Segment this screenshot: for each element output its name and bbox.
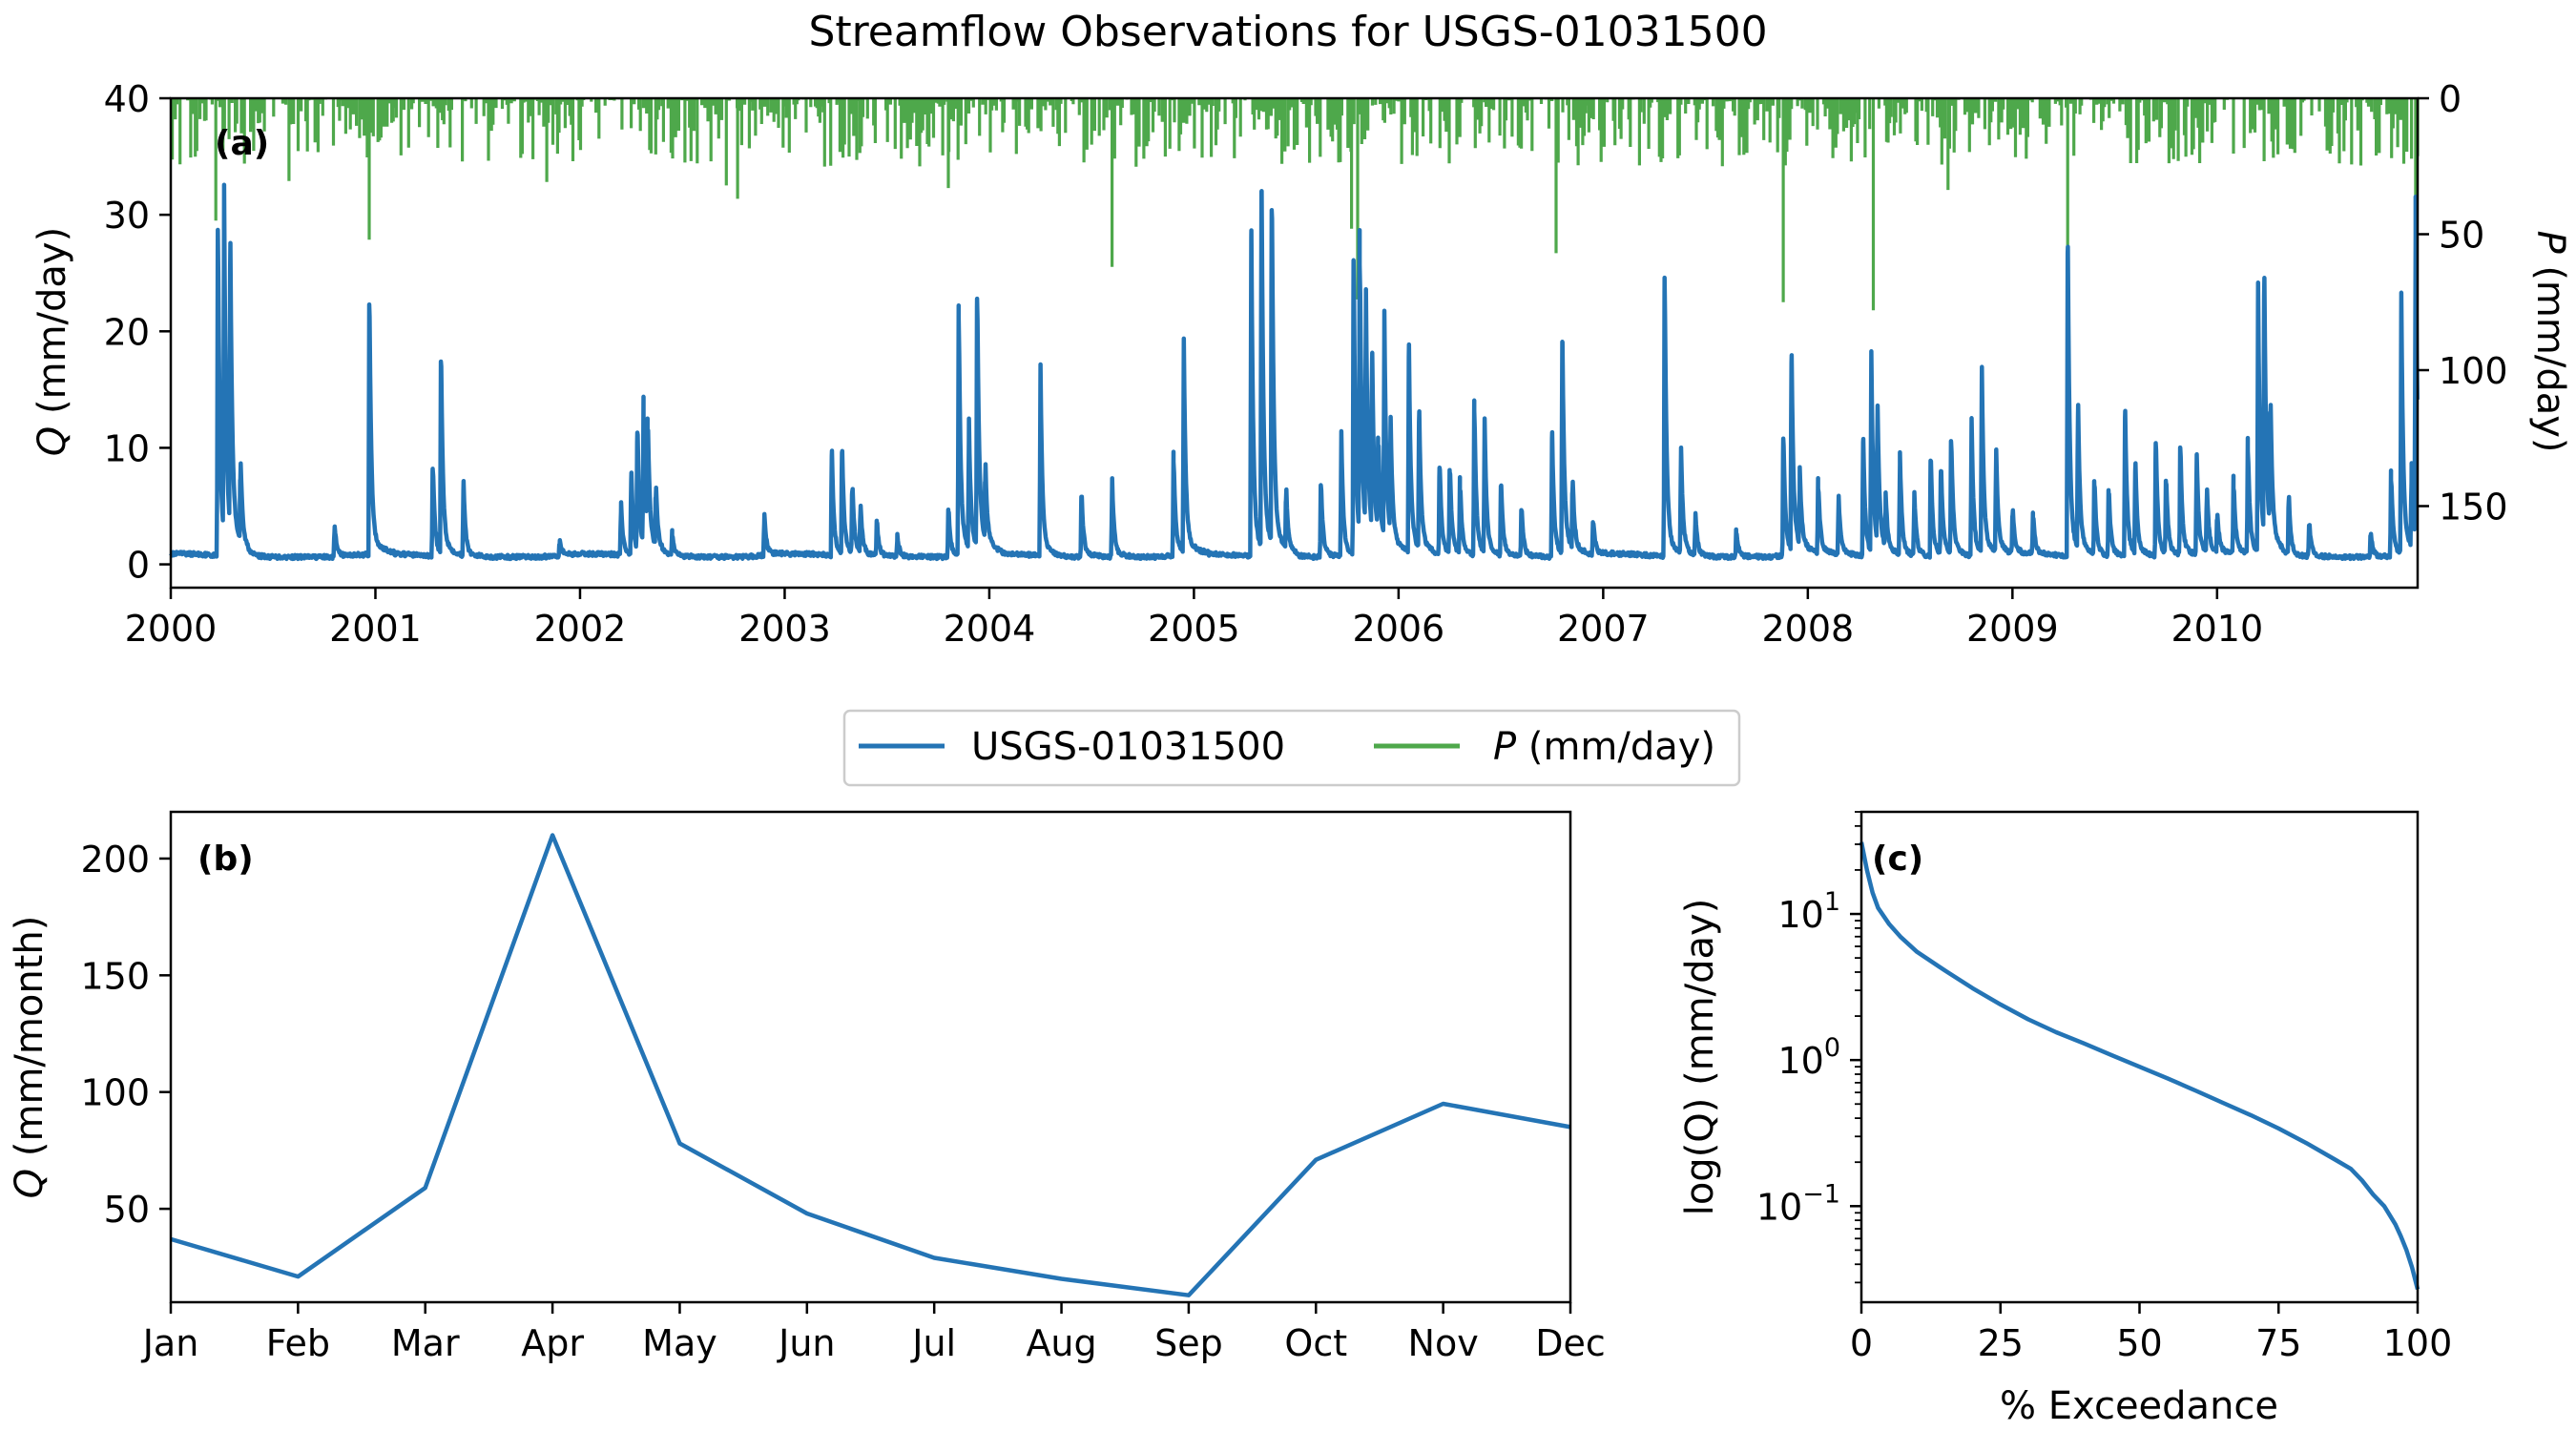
legend-label-streamflow: USGS-01031500 [971,725,1285,769]
figure-title: Streamflow Observations for USGS-0103150… [808,8,1767,56]
panel-b: Jan Feb Mar Apr May Jun Jul Aug Sep Oct Nov Dec 50 1… [8,810,1606,1364]
monthly-flow-line [170,833,1571,1297]
panel-a-frame [169,96,2420,590]
y2-tick-label-a: 100 [2439,350,2508,392]
panel-c-x-axis: 0 25 50 75 100 [1850,1302,2452,1364]
x-tick-label-c: 25 [1978,1322,2024,1364]
panel-b-label: (b) [197,840,254,879]
x-tick-label-b: Apr [521,1322,584,1364]
panel-c-xlabel: % Exceedance [2000,1384,2278,1428]
y-tick-label-a: 0 [127,545,150,587]
x-tick-label-a: 2008 [1761,608,1854,650]
x-tick-label-b: Jul [910,1322,956,1364]
x-tick-label-b: Mar [391,1322,460,1364]
y-tick-label-c: 10−1 [1756,1179,1840,1228]
x-tick-label-a: 2010 [2171,608,2263,650]
panel-a: 2000 2001 2002 2003 2004 2005 2006 2007 2008 2009… [31,78,2572,650]
precip-series [171,98,2420,311]
x-tick-label-a: 2009 [1966,608,2059,650]
panel-c-label: (c) [1872,840,1923,879]
x-tick-label-a: 2005 [1148,608,1240,650]
x-tick-label-b: May [642,1322,717,1364]
x-tick-label-a: 2000 [125,608,218,650]
y2-tick-label-a: 50 [2439,215,2484,257]
panel-b-x-axis: Jan Feb Mar Apr May Jun Jul Aug Sep Oct Nov Dec [141,1302,1606,1364]
panel-b-frame [169,810,1572,1304]
legend-box [842,709,1741,787]
y-tick-label-a: 40 [104,78,150,120]
panel-a-label: (a) [215,124,269,163]
y-tick-label-c: 100 [1777,1033,1840,1082]
streamflow-line-a [169,182,2420,562]
panel-c-frame [1859,810,2420,1304]
panel-a-y2label: P (mm/day) [2528,230,2572,452]
legend-label-precip: P (mm/day) [1493,725,1715,769]
y-tick-label-c: 101 [1777,887,1840,936]
x-tick-label-b: Nov [1408,1322,1479,1364]
panel-c-ylabel: log(Q) (mm/day) [1678,899,1722,1216]
x-tick-label-c: 100 [2383,1322,2453,1364]
panel-b-y-axis: 50 100 150 200 [80,839,171,1231]
x-tick-label-b: Dec [1535,1322,1606,1364]
x-tick-label-a: 2004 [944,608,1036,650]
y-tick-label-b: 200 [80,839,150,881]
panel-b-ylabel: Q (mm/month) [8,916,52,1199]
x-tick-label-a: 2001 [329,608,422,650]
flow-duration-curve [1859,841,2420,1290]
precip-bars [171,98,2420,311]
x-tick-label-b: Aug [1026,1322,1096,1364]
legend: USGS-01031500 P (mm/day) [842,709,1741,787]
panel-a-y2-axis: 0 50 100 150 [2418,78,2508,529]
panel-a-ylabel: Q (mm/day) [31,227,74,456]
y-tick-label-b: 50 [104,1189,150,1231]
y-tick-label-a: 30 [104,195,150,237]
y-tick-label-b: 150 [80,955,150,997]
panel-a-x-axis: 2000 2001 2002 2003 2004 2005 2006 2007 2008 2009… [125,588,2263,650]
x-tick-label-c: 0 [1850,1322,1873,1364]
x-tick-label-a: 2006 [1353,608,1445,650]
panel-c: 0 25 50 75 100 101 100 10−1 (c) log(Q) (mm/day… [1678,810,2452,1428]
y-tick-label-b: 100 [80,1072,150,1114]
x-tick-label-c: 75 [2255,1322,2301,1364]
x-tick-label-a: 2003 [738,608,831,650]
x-tick-label-a: 2002 [534,608,627,650]
x-tick-label-b: Sep [1154,1322,1223,1364]
x-tick-label-b: Oct [1284,1322,1347,1364]
panel-a-y-axis: 0 10 20 30 40 [104,78,171,587]
y-tick-label-a: 10 [104,427,150,469]
x-tick-label-b: Jan [141,1322,199,1364]
y2-tick-label-a: 0 [2439,78,2462,120]
y2-tick-label-a: 150 [2439,487,2508,529]
x-tick-label-a: 2007 [1557,608,1650,650]
x-tick-label-c: 50 [2116,1322,2162,1364]
x-tick-label-b: Jun [777,1322,835,1364]
x-tick-label-b: Feb [266,1322,330,1364]
y-tick-label-a: 20 [104,311,150,353]
panel-c-y-axis: 101 100 10−1 [1756,811,1861,1284]
